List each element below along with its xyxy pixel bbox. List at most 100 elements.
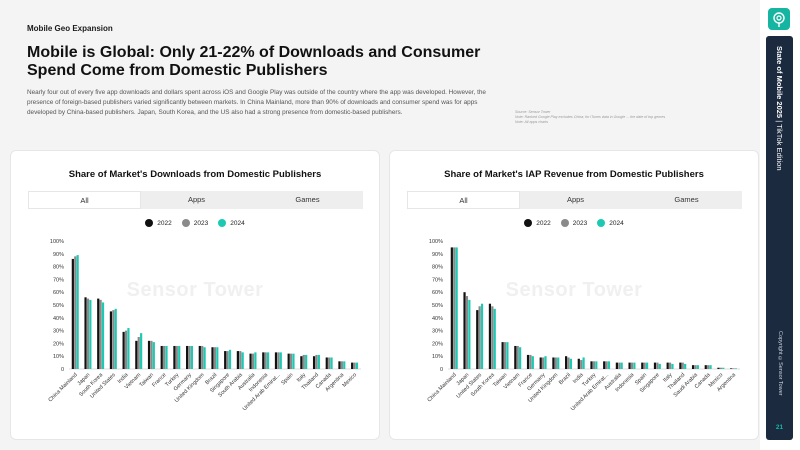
y-tick-label: 10% — [53, 354, 64, 360]
bar-2022 — [476, 310, 479, 369]
bar-2023 — [112, 310, 115, 369]
bar-2023 — [340, 361, 343, 369]
bar-2023 — [226, 351, 229, 369]
bar-2024 — [203, 347, 206, 369]
bar-2023 — [150, 340, 153, 369]
report-title-rest: | TikTok Edition — [775, 118, 784, 171]
bar-2022 — [274, 352, 278, 369]
x-tick-label: Italy — [662, 372, 674, 384]
bar-2022 — [97, 298, 100, 369]
bar-2024 — [696, 365, 699, 369]
bar-2022 — [577, 358, 580, 369]
bar-2023 — [707, 365, 710, 369]
bar-2022 — [186, 345, 189, 369]
bar-2024 — [127, 328, 130, 369]
bar-2023 — [554, 357, 557, 369]
bar-2023 — [74, 256, 77, 369]
bar-2023 — [201, 345, 204, 369]
tab-apps[interactable]: Apps — [187, 195, 206, 204]
bar-2022 — [565, 356, 568, 369]
source-note: Source: Sensor Tower — [515, 110, 551, 114]
bar-2023 — [465, 296, 469, 369]
bar-2023 — [99, 299, 102, 369]
bar-2022 — [615, 362, 618, 369]
y-tick-label: 100% — [50, 239, 64, 245]
bar-2023 — [478, 306, 481, 369]
bar-2023 — [315, 354, 318, 369]
legend-label: 2024 — [609, 219, 624, 227]
tab-all[interactable]: All — [407, 191, 520, 209]
bar-2023 — [668, 362, 672, 369]
bar-2023 — [175, 345, 178, 369]
bar-2023 — [302, 354, 305, 369]
bar-2024 — [633, 362, 636, 369]
bar-2023 — [732, 368, 735, 369]
y-tick-label: 40% — [53, 316, 64, 322]
bar-2024 — [544, 356, 547, 369]
tab-games[interactable]: Games — [295, 195, 320, 204]
source-note: Note: Ranked Google Play excludes China;… — [515, 115, 666, 119]
bar-2024 — [468, 299, 471, 369]
y-tick-label: 60% — [53, 290, 64, 296]
bar-2023 — [529, 354, 532, 369]
x-tick-label: China Mainland — [47, 372, 78, 403]
chart-title: Share of Market's IAP Revenue from Domes… — [444, 169, 704, 180]
bar-2024 — [355, 362, 359, 369]
bar-2022 — [135, 340, 138, 369]
bar-2023 — [592, 361, 595, 369]
bar-2022 — [679, 362, 682, 369]
bar-2022 — [488, 303, 492, 369]
bar-2024 — [279, 352, 282, 369]
tab-bar: All Apps Games — [407, 191, 742, 209]
y-tick-label: 0 — [61, 367, 64, 373]
bar-2023 — [618, 362, 621, 369]
bar-2024 — [114, 308, 117, 369]
bar-2024 — [101, 302, 105, 369]
report-title: State of Mobile 2025 | TikTok Edition — [766, 46, 793, 171]
y-tick-label: 80% — [53, 265, 64, 271]
bar-2022 — [109, 311, 113, 369]
legend-item-2023: 2023 — [560, 219, 588, 227]
y-tick-label: 90% — [53, 252, 64, 258]
bar-2024 — [645, 362, 649, 369]
bar-2024 — [317, 354, 320, 369]
bar-2023 — [277, 352, 280, 369]
bar-2022 — [501, 342, 504, 369]
bar-2024 — [658, 363, 661, 369]
y-tick-label: 100% — [429, 239, 443, 245]
bar-2022 — [552, 357, 555, 369]
y-tick-label: 50% — [53, 303, 64, 309]
bar-2023 — [289, 353, 293, 369]
chart-legend: 2022 2023 2024 — [11, 219, 379, 227]
bar-2022 — [641, 362, 644, 369]
legend-label: 2023 — [572, 219, 588, 227]
bar-2024 — [684, 363, 687, 369]
tab-games[interactable]: Games — [674, 195, 699, 204]
y-tick-label: 80% — [432, 265, 443, 271]
sensor-tower-logo-icon — [768, 8, 790, 30]
bar-2022 — [704, 365, 707, 369]
x-tick-label: Mexico — [342, 372, 359, 389]
bar-2024 — [266, 352, 270, 369]
bar-2023 — [580, 360, 583, 369]
bar-2022 — [287, 353, 290, 369]
y-tick-label: 60% — [432, 290, 443, 296]
legend-swatch — [218, 219, 227, 227]
bar-2023 — [542, 357, 545, 369]
bar-2023 — [163, 345, 166, 369]
report-title-bold: State of Mobile 2025 — [775, 46, 784, 119]
bar-2024 — [671, 363, 674, 369]
bar-2023 — [251, 353, 255, 369]
tab-all[interactable]: All — [28, 191, 141, 209]
bar-2024 — [557, 357, 560, 369]
x-tick-label: Italy — [296, 372, 308, 384]
bar-2023 — [503, 342, 507, 369]
bar-2023 — [605, 361, 608, 369]
bar-2024 — [165, 345, 168, 369]
tab-apps[interactable]: Apps — [566, 195, 585, 204]
copyright: Copyright ©Sensor Tower — [777, 331, 783, 396]
bar-2022 — [338, 361, 341, 369]
bar-2022 — [450, 247, 453, 369]
y-tick-label: 90% — [432, 252, 443, 258]
